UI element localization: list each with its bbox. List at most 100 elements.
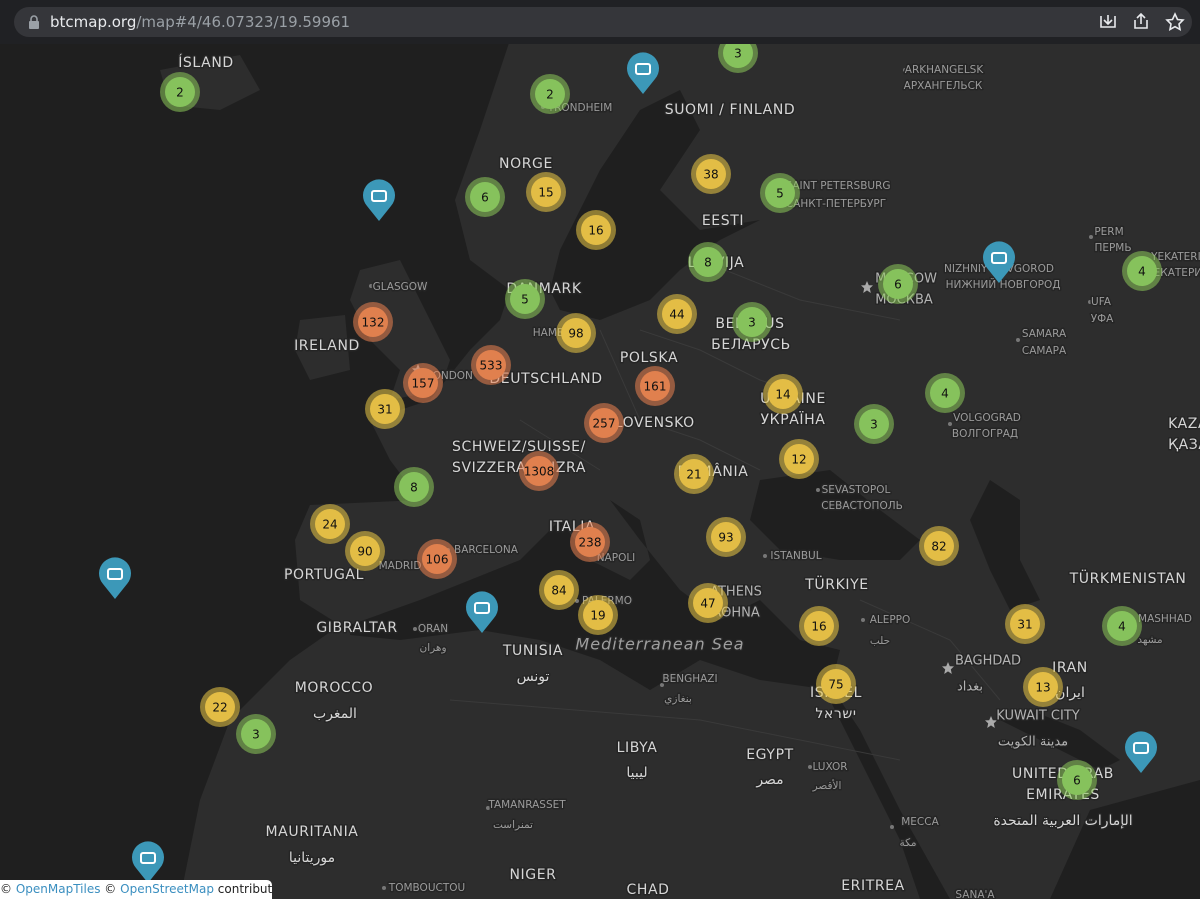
cluster[interactable]: 24 <box>310 504 350 544</box>
cluster-count: 14 <box>775 388 790 402</box>
city-label: BENGHAZI <box>662 673 717 685</box>
cluster[interactable]: 16 <box>576 210 616 250</box>
cluster[interactable]: 8 <box>688 242 728 282</box>
place-pin[interactable] <box>362 179 395 221</box>
country-label: TÜRKIYE <box>804 575 868 593</box>
cluster[interactable]: 3 <box>854 404 894 444</box>
country-label: المغرب <box>313 706 357 722</box>
cluster-count: 44 <box>669 308 684 322</box>
cluster-core <box>693 247 723 277</box>
cluster-count: 161 <box>644 380 667 394</box>
cluster[interactable]: 75 <box>816 664 856 704</box>
cluster[interactable]: 6 <box>878 264 918 304</box>
cluster[interactable]: 6 <box>465 177 505 217</box>
country-label: ישראל <box>815 706 856 722</box>
cluster-core <box>765 178 795 208</box>
cluster-count: 257 <box>593 417 616 431</box>
place-pin[interactable] <box>98 557 131 599</box>
cluster-core <box>583 600 613 630</box>
cluster-core <box>531 177 561 207</box>
city-label: بنغازي <box>664 693 692 705</box>
city-label: ПЕРМЬ <box>1094 242 1131 254</box>
link[interactable]: OpenStreetMap <box>120 882 214 896</box>
country-label: تونس <box>517 669 550 685</box>
country-label: EGYPT <box>746 747 794 763</box>
cluster[interactable]: 31 <box>365 389 405 429</box>
country-label: EESTI <box>702 213 744 229</box>
place-pin[interactable] <box>466 591 498 633</box>
cluster[interactable]: 4 <box>1122 251 1162 291</box>
cluster[interactable]: 2 <box>530 74 570 114</box>
cluster[interactable]: 44 <box>657 294 697 334</box>
cluster[interactable]: 3 <box>732 302 772 342</box>
cluster-count: 157 <box>412 377 435 391</box>
cluster[interactable]: 22 <box>200 687 240 727</box>
address-bar[interactable]: btcmap.org/map#4/46.07323/19.59961 <box>14 7 1192 37</box>
url: btcmap.org/map#4/46.07323/19.59961 <box>50 13 350 31</box>
place-pin[interactable] <box>132 841 164 883</box>
cluster-core <box>1010 609 1040 639</box>
cluster[interactable]: 84 <box>539 570 579 610</box>
cluster[interactable]: 2 <box>160 72 200 112</box>
cluster[interactable]: 90 <box>345 531 385 571</box>
bookmark-icon[interactable] <box>1165 12 1185 32</box>
cluster[interactable]: 4 <box>1102 606 1142 646</box>
place-pin[interactable] <box>1125 731 1157 773</box>
city-label: YEKATERINBURG <box>1150 251 1200 263</box>
cluster[interactable]: 132 <box>353 302 393 342</box>
cluster[interactable]: 5 <box>505 279 545 319</box>
cluster-count: 31 <box>1017 618 1032 632</box>
city-dot <box>816 488 820 492</box>
cluster[interactable]: 12 <box>779 439 819 479</box>
cluster[interactable]: 8 <box>394 467 434 507</box>
city-dot <box>861 618 865 622</box>
cluster-core <box>883 269 913 299</box>
cluster[interactable]: 4 <box>925 373 965 413</box>
cluster[interactable]: 31 <box>1005 604 1045 644</box>
link[interactable]: OpenMapTiles <box>15 882 101 896</box>
cluster[interactable]: 106 <box>417 539 457 579</box>
cluster[interactable]: 6 <box>1057 760 1097 800</box>
cluster[interactable]: 1308 <box>519 451 559 491</box>
cluster-count: 90 <box>357 545 372 559</box>
place-pin[interactable] <box>982 241 1015 283</box>
cluster[interactable]: 93 <box>706 517 746 557</box>
cluster-core <box>640 371 670 401</box>
cluster[interactable]: 47 <box>688 583 728 623</box>
cluster[interactable]: 13 <box>1023 667 1063 707</box>
capital-star <box>861 281 873 293</box>
cluster[interactable]: 161 <box>635 366 675 406</box>
cluster-count: 98 <box>568 327 583 341</box>
cluster[interactable]: 21 <box>674 454 714 494</box>
cluster-core <box>930 378 960 408</box>
city-label: MECCA <box>901 816 939 828</box>
cluster[interactable]: 14 <box>763 374 803 414</box>
cluster[interactable]: 19 <box>578 595 618 635</box>
cluster[interactable]: 16 <box>799 606 839 646</box>
cluster[interactable]: 238 <box>570 522 610 562</box>
city-label: SEVASTOPOL <box>822 484 891 496</box>
cluster[interactable]: 82 <box>919 526 959 566</box>
cluster[interactable]: 38 <box>691 154 731 194</box>
cluster[interactable]: 5 <box>760 173 800 213</box>
share-icon[interactable] <box>1134 12 1148 29</box>
cluster[interactable]: 98 <box>556 313 596 353</box>
cluster-count: 75 <box>828 678 843 692</box>
cluster[interactable]: 3 <box>236 714 276 754</box>
cluster-core <box>1028 672 1058 702</box>
place-pin[interactable] <box>627 52 659 94</box>
city-label: مشهد <box>1137 634 1162 646</box>
cluster[interactable]: 157 <box>403 363 443 403</box>
cluster[interactable]: 533 <box>471 345 511 385</box>
cluster[interactable]: 257 <box>584 403 624 443</box>
cluster[interactable]: 15 <box>526 172 566 212</box>
cluster-count: 31 <box>377 403 392 417</box>
cluster-count: 4 <box>941 387 949 401</box>
city-label: АРХАНГЕЛЬСК <box>904 80 983 92</box>
pin-icon <box>107 568 123 580</box>
city-label: BARCELONA <box>454 544 519 556</box>
install-icon[interactable] <box>1100 15 1116 28</box>
